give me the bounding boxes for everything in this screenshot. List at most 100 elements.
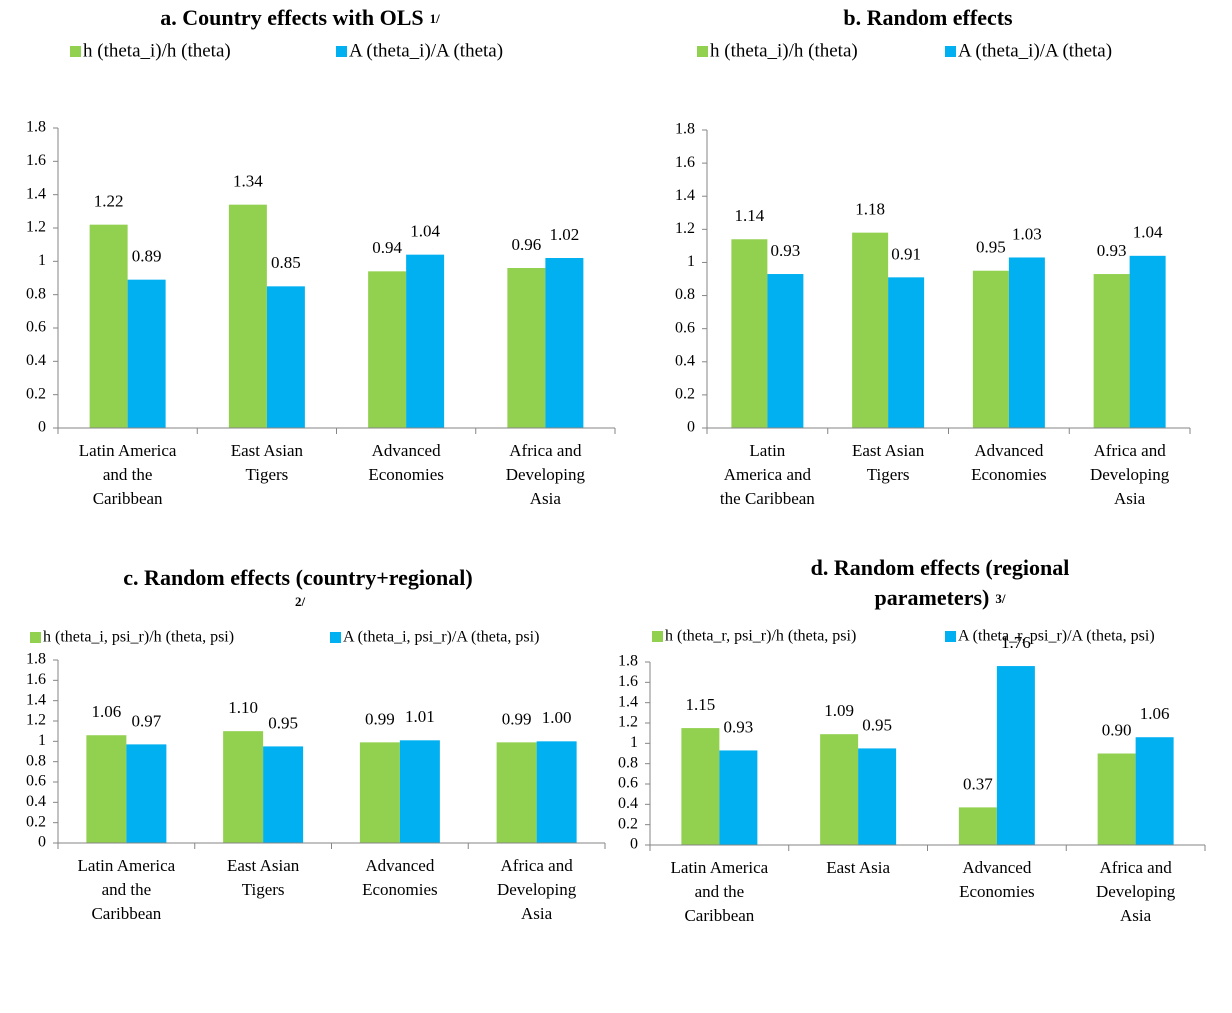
x-tick-label: America and — [724, 465, 812, 484]
legend-label: h (theta_r, psi_r)/h (theta, psi) — [665, 628, 856, 645]
y-tick-label: 0.8 — [26, 752, 46, 769]
data-label: 0.93 — [771, 241, 801, 260]
y-tick-label: 0.8 — [675, 286, 695, 303]
legend-swatch — [697, 46, 708, 57]
x-tick-label: and the — [103, 465, 153, 484]
bar — [1008, 257, 1045, 428]
x-tick-label: Economies — [959, 882, 1035, 901]
title-line: c. Random effects (country+regional) — [123, 565, 472, 590]
y-tick-label: 1 — [630, 734, 638, 751]
title-note: 3/ — [995, 591, 1006, 606]
chart-title: b. Random effects — [843, 5, 1013, 30]
y-tick-label: 1 — [38, 252, 46, 269]
x-tick-label: Caribbean — [91, 904, 161, 923]
data-label: 0.94 — [372, 238, 402, 257]
bar — [126, 744, 167, 843]
x-tick-label: Economies — [971, 465, 1047, 484]
data-label: 0.95 — [862, 715, 892, 734]
data-label: 0.91 — [891, 244, 921, 263]
x-tick-label: East Asian — [231, 441, 304, 460]
bar — [89, 224, 128, 428]
data-label: 1.18 — [855, 200, 885, 219]
y-tick-label: 1.8 — [26, 119, 46, 136]
legend-label: A (theta_i)/A (theta) — [958, 40, 1112, 61]
data-label: 1.76 — [1001, 633, 1031, 652]
bar — [368, 271, 407, 428]
y-tick-label: 0.6 — [618, 775, 638, 792]
data-label: 0.85 — [271, 253, 301, 272]
bar — [127, 279, 166, 428]
bar — [496, 742, 537, 843]
x-tick-label: East Asian — [852, 441, 925, 460]
data-label: 0.95 — [976, 238, 1006, 257]
bar — [86, 735, 127, 843]
y-tick-label: 0.4 — [618, 795, 638, 812]
y-tick-label: 1 — [687, 253, 695, 270]
legend-swatch — [945, 631, 956, 642]
x-tick-label: and the — [102, 880, 152, 899]
title-note: 2/ — [295, 594, 306, 609]
y-tick-label: 1.4 — [675, 187, 695, 204]
y-tick-label: 0 — [38, 419, 46, 436]
y-tick-label: 1.8 — [26, 651, 46, 668]
title-line: b. Random effects — [843, 5, 1013, 30]
y-tick-label: 1.4 — [26, 691, 46, 708]
data-label: 1.10 — [228, 698, 258, 717]
x-tick-label: Tigers — [867, 465, 910, 484]
y-tick-label: 1.6 — [26, 152, 46, 169]
x-tick-label: Caribbean — [684, 906, 754, 925]
data-label: 1.34 — [233, 172, 263, 191]
data-label: 1.04 — [1133, 223, 1163, 242]
data-label: 0.99 — [365, 709, 395, 728]
y-tick-label: 1.4 — [26, 185, 46, 202]
legend-swatch — [945, 46, 956, 57]
x-tick-label: and the — [695, 882, 745, 901]
chart: b. Random effects h (theta_i)/h (theta) A … — [675, 5, 1191, 508]
bar — [536, 741, 577, 843]
data-label: 0.93 — [1097, 241, 1127, 260]
y-tick-label: 1.4 — [618, 693, 638, 710]
data-label: 1.06 — [92, 702, 122, 721]
data-label: 1.06 — [1140, 704, 1170, 723]
bar — [767, 274, 804, 428]
title-note: 1/ — [430, 11, 441, 26]
x-tick-label: Africa and — [1094, 441, 1167, 460]
bar — [228, 204, 267, 428]
bar — [223, 731, 264, 843]
x-tick-label: Asia — [1120, 906, 1152, 925]
x-tick-label: Advanced — [372, 441, 441, 460]
y-tick-label: 1.2 — [26, 219, 46, 236]
y-tick-label: 0.4 — [26, 793, 46, 810]
x-tick-label: Asia — [1114, 489, 1146, 508]
y-tick-label: 0 — [630, 836, 638, 853]
chart-title: c. Random effects (country+regional) — [123, 565, 472, 590]
x-tick-label: the Caribbean — [720, 489, 815, 508]
bar — [852, 232, 889, 428]
data-label: 1.02 — [550, 225, 580, 244]
chart: d. Random effects (regional parameters) 3/… — [618, 555, 1206, 925]
legend-swatch — [652, 631, 663, 642]
bar — [399, 740, 440, 843]
data-label: 1.09 — [824, 701, 854, 720]
chart-title: a. Country effects with OLS 1/ — [160, 5, 440, 30]
x-tick-label: Latin America — [671, 858, 769, 877]
y-tick-label: 0.4 — [26, 352, 46, 369]
bar — [545, 258, 584, 428]
y-tick-label: 1.8 — [675, 121, 695, 138]
y-tick-label: 1 — [38, 732, 46, 749]
bar — [858, 748, 897, 845]
y-tick-label: 1.8 — [618, 653, 638, 670]
data-label: 0.37 — [963, 774, 993, 793]
x-tick-label: Advanced — [974, 441, 1043, 460]
x-tick-label: Caribbean — [93, 489, 163, 508]
data-label: 1.03 — [1012, 224, 1042, 243]
y-tick-label: 0 — [38, 834, 46, 851]
x-tick-label: Tigers — [242, 880, 285, 899]
data-label: 0.96 — [512, 235, 542, 254]
title-line: a. Country effects with OLS — [160, 5, 423, 30]
data-label: 1.00 — [542, 708, 572, 727]
y-tick-label: 0.2 — [26, 813, 46, 830]
title-line: d. Random effects (regional — [811, 555, 1070, 580]
data-label: 1.01 — [405, 707, 435, 726]
